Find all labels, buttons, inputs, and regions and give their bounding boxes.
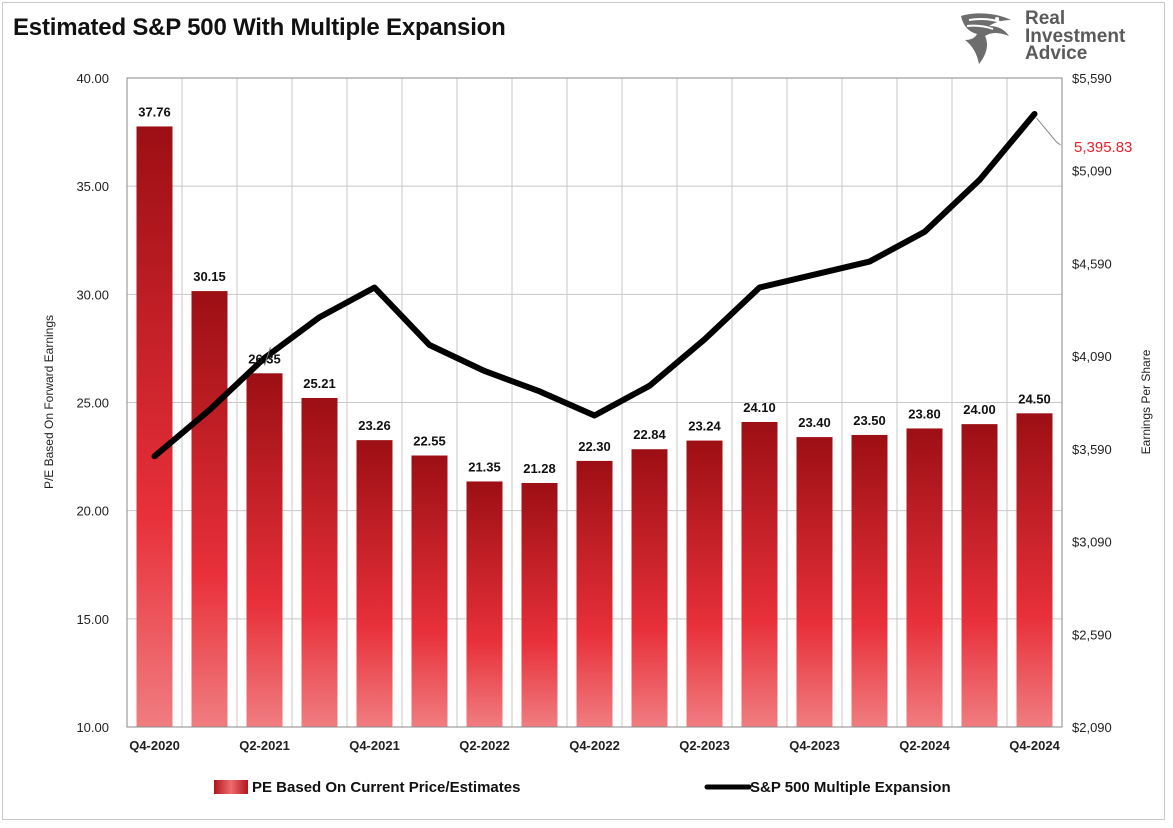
bar-data-label: 22.30 [578, 439, 611, 454]
bar [136, 126, 173, 727]
y-right-tick-label: $4,090 [1072, 349, 1112, 364]
bar-data-label: 24.10 [743, 400, 776, 415]
bar [851, 434, 888, 727]
bar-data-label: 22.84 [633, 427, 666, 442]
bar [961, 424, 998, 727]
y-right-tick-label: $2,090 [1072, 720, 1112, 735]
brand-name: Real Investment Advice [1025, 8, 1126, 64]
brand-logo: Real Investment Advice [955, 8, 1145, 68]
x-tick-label: Q4-2024 [1009, 738, 1060, 753]
bar-data-label: 30.15 [193, 269, 226, 284]
bar-data-label: 23.80 [908, 406, 941, 421]
brand-line-3: Advice [1025, 43, 1088, 64]
bar [686, 440, 723, 727]
plot-area-border [126, 77, 1063, 728]
x-tick-label: Q2-2024 [899, 738, 950, 753]
bar [356, 440, 393, 727]
bar-data-label: 37.76 [138, 104, 171, 119]
y-left-tick-label: 30.00 [76, 287, 109, 302]
bar [906, 428, 943, 727]
y-left-tick-label: 20.00 [76, 504, 109, 519]
line-layer [151, 110, 1038, 460]
x-tick-label: Q2-2021 [239, 738, 290, 753]
legend-label-bars: PE Based On Current Price/Estimates [252, 779, 520, 796]
bar [466, 481, 503, 727]
bar-data-label: 23.40 [798, 415, 831, 430]
bar-data-label: 21.35 [468, 459, 501, 474]
end-label-leader [1036, 117, 1061, 146]
bar [246, 373, 283, 727]
y-left-tick-label: 40.00 [76, 71, 109, 86]
y-axis-right-title: Earnings Per Share [1139, 349, 1153, 454]
bar-data-label: 25.21 [303, 376, 336, 391]
bar-data-label: 22.55 [413, 434, 446, 449]
bar-data-label: 21.28 [523, 461, 556, 476]
y-right-tick-label: $3,590 [1072, 442, 1112, 457]
y-right-tick-label: $2,590 [1072, 627, 1112, 642]
bar-data-label: 23.26 [358, 418, 391, 433]
x-tick-label: Q4-2020 [129, 738, 180, 753]
y-right-tick-label: $5,590 [1072, 71, 1112, 86]
bar [191, 291, 228, 727]
y-left-tick-label: 25.00 [76, 396, 109, 411]
y-left-tick-label: 15.00 [76, 612, 109, 627]
bar [576, 460, 613, 727]
bar-data-label: 26.35 [248, 351, 281, 366]
chart-title: Estimated S&P 500 With Multiple Expansio… [13, 14, 506, 41]
x-tick-label: Q4-2022 [569, 738, 620, 753]
bar-data-label: 24.50 [1018, 391, 1051, 406]
bar [1016, 413, 1053, 727]
bars-layer [136, 126, 1053, 727]
axes-layer: 10.00 15.00 20.00 25.00 30.00 35.00 40.00 $2,09… [76, 71, 1111, 753]
bar-data-label: 23.24 [688, 419, 721, 434]
x-tick-label: Q4-2023 [789, 738, 840, 753]
y-right-tick-label: $5,090 [1072, 164, 1112, 179]
bar [631, 449, 668, 727]
bar-data-label: 24.00 [963, 402, 996, 417]
x-tick-label: Q2-2022 [459, 738, 510, 753]
x-tick-label: Q4-2021 [349, 738, 400, 753]
bar [411, 455, 448, 727]
labels-layer: 37.76 30.15 26.35 25.21 23.26 22.55 21.35 21.28… [138, 104, 1132, 476]
legend-label-line: S&P 500 Multiple Expansion [750, 779, 951, 796]
y-right-tick-label: $3,090 [1072, 535, 1112, 550]
brand-line-1: Real [1025, 8, 1066, 29]
legend: PE Based On Current Price/Estimates S&P … [214, 779, 951, 796]
bar [796, 437, 833, 727]
x-tick-label: Q2-2023 [679, 738, 730, 753]
bar [521, 482, 558, 727]
brand-line-2: Investment [1025, 25, 1126, 47]
y-right-tick-label: $4,590 [1072, 256, 1112, 271]
sp500-line [151, 110, 1038, 460]
bar [301, 397, 338, 727]
y-left-tick-label: 10.00 [76, 720, 109, 735]
end-value-label: 5,395.83 [1074, 139, 1132, 156]
y-left-tick-label: 35.00 [76, 179, 109, 194]
bar-data-label: 23.50 [853, 413, 886, 428]
bar [741, 421, 778, 727]
data-label-leader [264, 347, 271, 366]
legend-swatch-bars [214, 780, 248, 794]
eagle-icon [961, 13, 1011, 65]
y-axis-left-title: P/E Based On Forward Earnings [42, 315, 56, 489]
